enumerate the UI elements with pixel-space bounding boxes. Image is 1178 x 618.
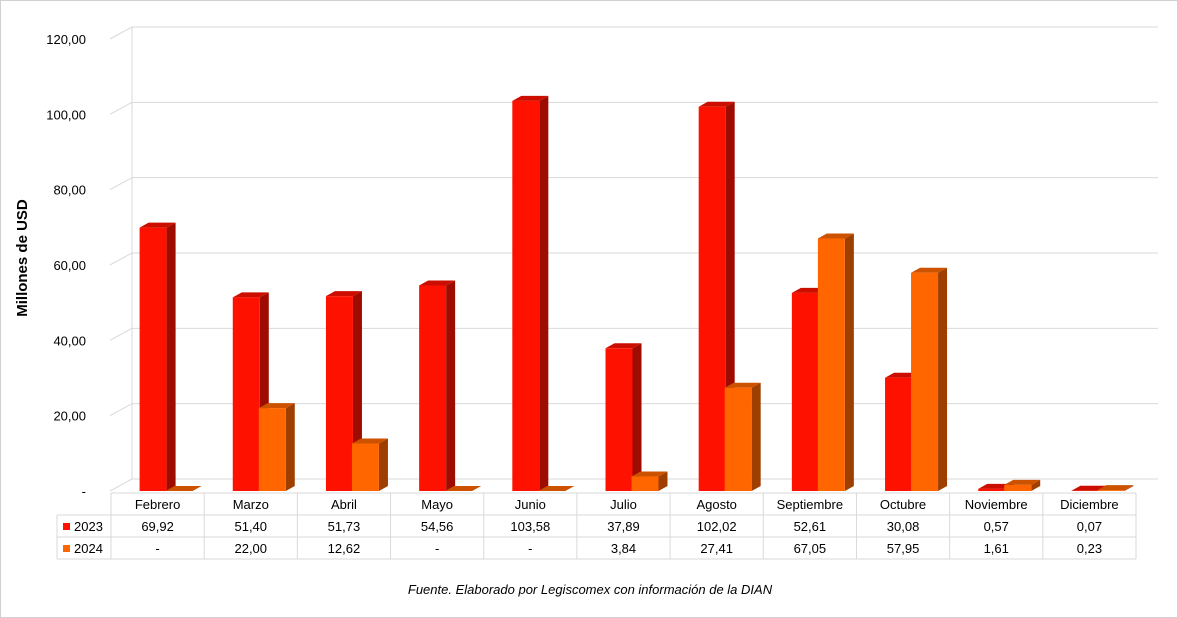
gridline-side bbox=[109, 101, 133, 115]
data-label: 0,07 bbox=[1077, 519, 1102, 534]
bar-2024-marzo bbox=[258, 403, 295, 491]
bar-2024-septiembre bbox=[817, 233, 854, 491]
data-label: 57,95 bbox=[887, 541, 920, 556]
bar-2024-noviembre bbox=[1004, 479, 1041, 491]
bar-2023-agosto bbox=[698, 101, 735, 491]
x-category-label: Agosto bbox=[696, 497, 736, 512]
data-label: 69,92 bbox=[141, 519, 174, 534]
y-tick-label: - bbox=[82, 484, 86, 499]
x-category-label: Marzo bbox=[233, 497, 269, 512]
bar-2024-agosto bbox=[724, 382, 761, 491]
legend-entry: 2024 bbox=[74, 541, 103, 556]
data-label: 22,00 bbox=[234, 541, 267, 556]
data-label: 0,57 bbox=[984, 519, 1009, 534]
bar-2023-mayo bbox=[419, 280, 456, 491]
y-tick-label: 60,00 bbox=[53, 258, 86, 273]
gridline-side bbox=[109, 26, 133, 40]
data-label: 67,05 bbox=[794, 541, 827, 556]
bar-2024-julio bbox=[631, 471, 668, 491]
bars bbox=[139, 95, 1134, 491]
data-label: 12,62 bbox=[328, 541, 361, 556]
bar-2024-mayo bbox=[445, 486, 482, 491]
bar-2023-febrero bbox=[139, 222, 176, 491]
bar-2024-octubre bbox=[911, 267, 948, 491]
data-label: 37,89 bbox=[607, 519, 640, 534]
data-label: 51,40 bbox=[234, 519, 267, 534]
source-note: Fuente. Elaborado por Legiscomex con inf… bbox=[408, 582, 773, 597]
data-label: 52,61 bbox=[794, 519, 827, 534]
y-tick-label: 80,00 bbox=[53, 183, 86, 198]
data-table: Febrero Marzo Abril Mayo Junio Julio Agosto Sep… bbox=[56, 492, 1137, 560]
y-axis: - 20,00 40,00 60,00 80,00 100,00 120,00 bbox=[46, 32, 86, 499]
x-category-label: Diciembre bbox=[1060, 497, 1119, 512]
gridline-side bbox=[109, 478, 133, 492]
data-label: 0,23 bbox=[1077, 541, 1102, 556]
gridline-side bbox=[109, 403, 133, 417]
y-tick-label: 120,00 bbox=[46, 32, 86, 47]
bar-2023-junio bbox=[512, 95, 549, 491]
legend-entry: 2023 bbox=[74, 519, 103, 534]
y-tick-label: 100,00 bbox=[46, 107, 86, 122]
x-category-label: Octubre bbox=[880, 497, 926, 512]
x-category-label: Febrero bbox=[135, 497, 181, 512]
gridline-side bbox=[109, 327, 133, 341]
bar-2023-julio bbox=[605, 343, 642, 491]
x-category-label: Junio bbox=[515, 497, 546, 512]
bar-2024-diciembre bbox=[1097, 485, 1134, 491]
gridline-side bbox=[109, 252, 133, 266]
bar-2024-abril bbox=[351, 438, 388, 491]
data-label: 3,84 bbox=[611, 541, 636, 556]
data-label: 103,58 bbox=[510, 519, 550, 534]
y-axis-title: Millones de USD bbox=[14, 199, 31, 317]
legend-swatch-2023 bbox=[63, 523, 70, 530]
x-category-label: Septiembre bbox=[777, 497, 843, 512]
bar-2024-junio bbox=[538, 486, 575, 491]
data-label: - bbox=[528, 541, 532, 556]
y-tick-label: 20,00 bbox=[53, 409, 86, 424]
bar-2024-febrero bbox=[165, 486, 202, 491]
y-tick-label: 40,00 bbox=[53, 333, 86, 348]
grid-lines bbox=[109, 26, 1158, 492]
data-label: 27,41 bbox=[700, 541, 733, 556]
data-label: 1,61 bbox=[984, 541, 1009, 556]
data-label: 51,73 bbox=[328, 519, 361, 534]
data-label: 30,08 bbox=[887, 519, 920, 534]
x-category-label: Mayo bbox=[421, 497, 453, 512]
gridline-side bbox=[109, 177, 133, 191]
data-label: 54,56 bbox=[421, 519, 454, 534]
data-label: - bbox=[435, 541, 439, 556]
x-category-label: Julio bbox=[610, 497, 637, 512]
data-label: 102,02 bbox=[697, 519, 737, 534]
data-label: - bbox=[155, 541, 159, 556]
legend-swatch-2024 bbox=[63, 545, 70, 552]
x-category-label: Abril bbox=[331, 497, 357, 512]
x-category-label: Noviembre bbox=[965, 497, 1028, 512]
